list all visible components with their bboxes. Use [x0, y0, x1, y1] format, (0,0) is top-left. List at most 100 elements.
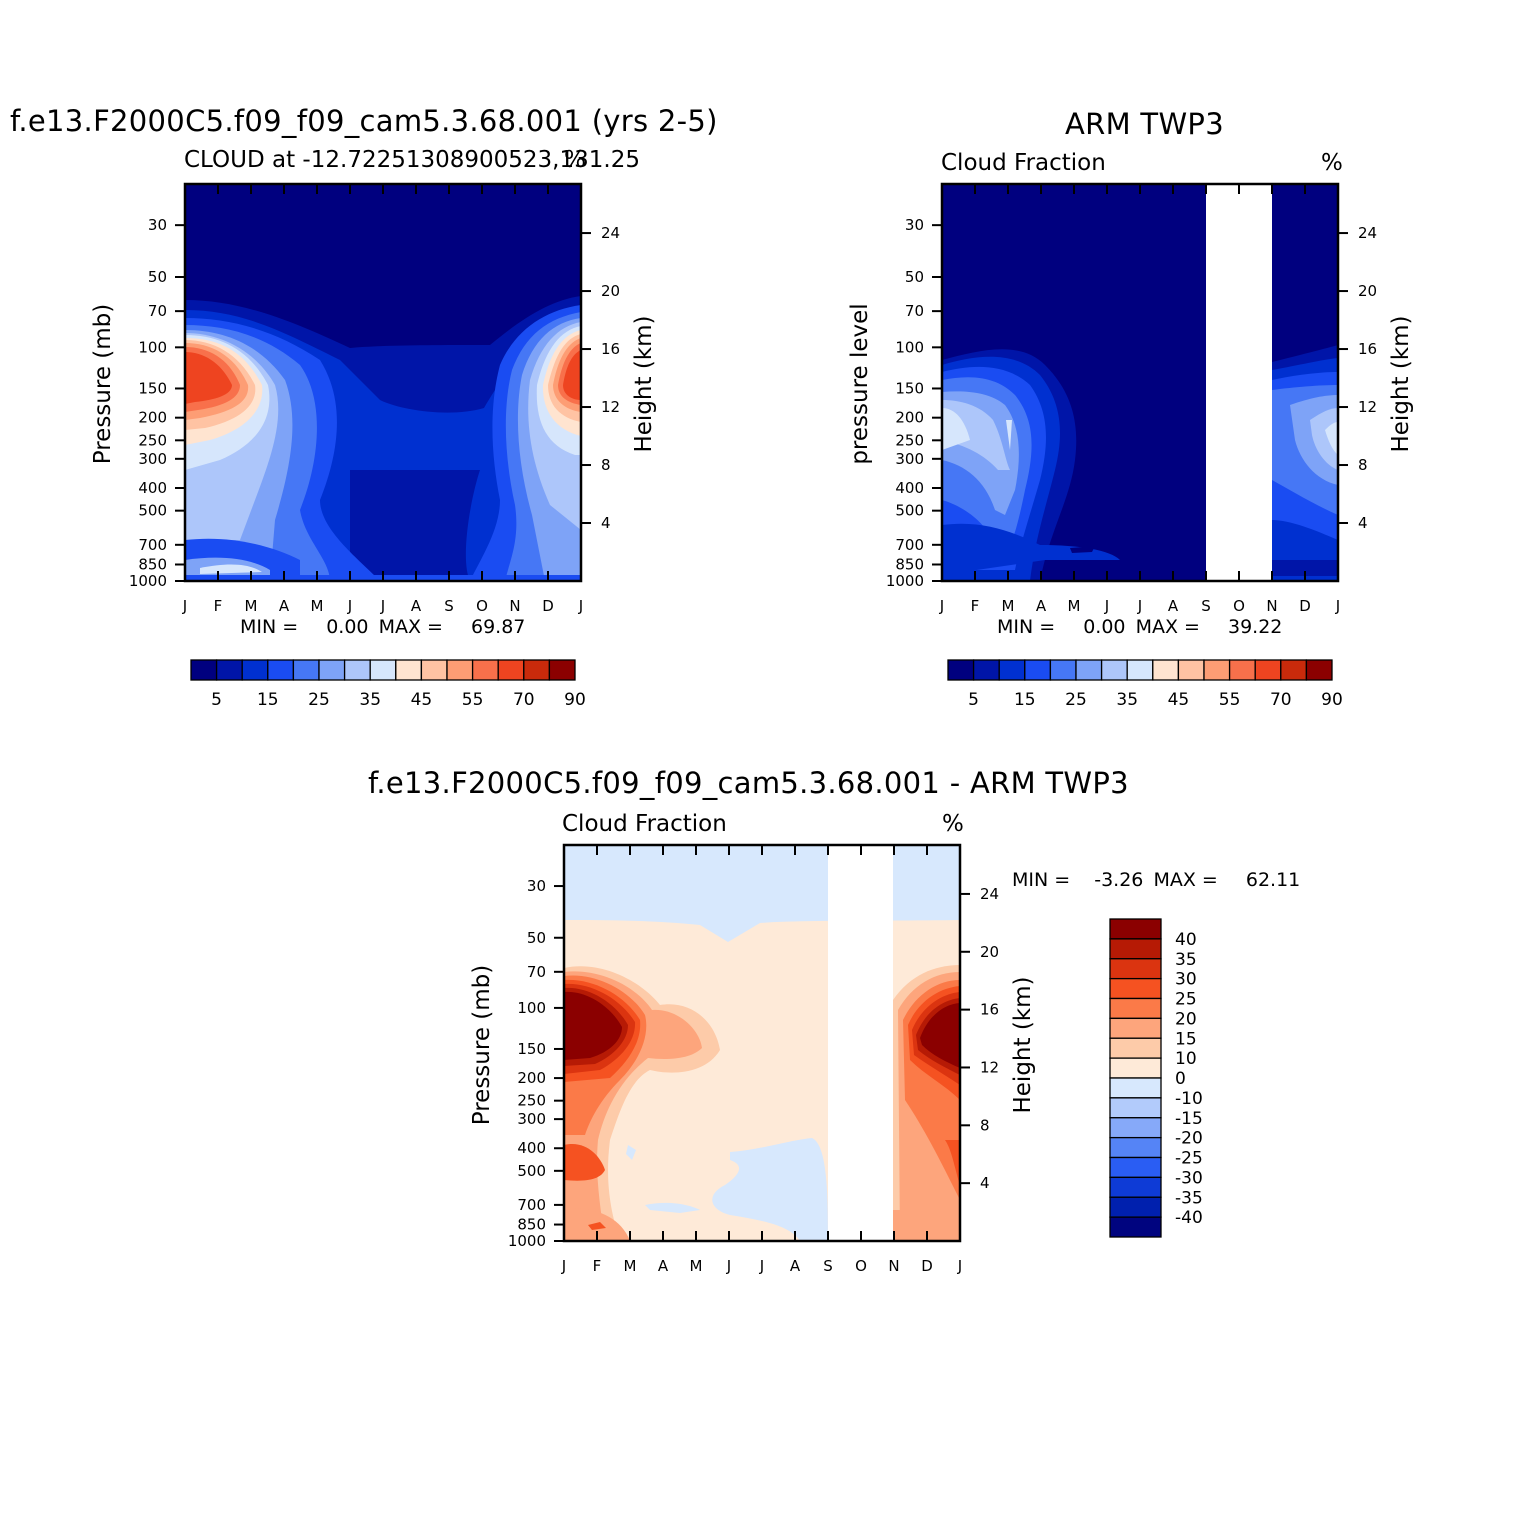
diff-pressure-tick-label: 700	[517, 1196, 546, 1214]
model-colorbar-swatch	[292, 659, 320, 681]
diff-pressure-tick-label: 250	[517, 1092, 546, 1110]
model-pressure-tick-label: 700	[138, 536, 167, 554]
diff-colorbar-label: 15	[1175, 1029, 1197, 1049]
model-min-value: 0.00	[326, 616, 369, 638]
obs-month-label: F	[971, 597, 980, 615]
obs-colorbar-swatch	[1075, 659, 1103, 681]
obs-min-label: MIN =	[997, 616, 1056, 638]
diff-month-label: A	[790, 1257, 801, 1275]
obs-month-label: D	[1299, 597, 1311, 615]
diff-pressure-tick-label: 150	[517, 1040, 546, 1058]
obs-pressure-tick-label: 30	[905, 216, 924, 234]
model-colorbar-swatch	[190, 659, 218, 681]
obs-colorbar-swatch	[947, 659, 975, 681]
model-colorbar-label: 5	[211, 690, 222, 710]
diff-panel-title: f.e13.F2000C5.f09_f09_cam5.3.68.001 - AR…	[368, 766, 1129, 800]
obs-colorbar-label: 90	[1321, 690, 1343, 710]
model-pressure-tick-label: 100	[138, 338, 167, 356]
obs-height-tick-label: 8	[1358, 456, 1368, 474]
obs-colorbar-swatch	[1228, 659, 1256, 681]
diff-colorbar-label: -30	[1175, 1168, 1203, 1188]
diff-colorbar-swatch	[1109, 1057, 1162, 1079]
diff-pressure-tick-label: 50	[527, 929, 546, 947]
model-colorbar-swatch	[343, 659, 371, 681]
model-colorbar-swatch	[215, 659, 243, 681]
obs-colorbar-label: 5	[968, 690, 979, 710]
diff-month-label: A	[658, 1257, 669, 1275]
diff-panel-unit: %	[942, 811, 964, 837]
diff-colorbar-swatch	[1109, 1216, 1162, 1238]
obs-colorbar-swatch	[1049, 659, 1077, 681]
obs-pressure-tick-label: 1000	[886, 572, 924, 590]
model-colorbar-label: 35	[359, 690, 381, 710]
model-month-label: M	[245, 597, 258, 615]
diff-colorbar-label: -40	[1175, 1208, 1203, 1228]
diff-month-label: M	[624, 1257, 637, 1275]
obs-height-tick-label: 4	[1358, 514, 1368, 532]
diff-month-label: J	[759, 1257, 764, 1275]
diff-month-label: J	[726, 1257, 731, 1275]
model-colorbar-label: 55	[462, 690, 484, 710]
diff-pressure-tick-label: 400	[517, 1139, 546, 1157]
model-panel-unit: %	[564, 147, 586, 173]
obs-colorbar-swatch	[1100, 659, 1128, 681]
diff-height-tick-label: 4	[980, 1174, 990, 1192]
model-colorbar-label: 25	[308, 690, 330, 710]
obs-max-value: 39.22	[1228, 616, 1283, 638]
obs-pressure-tick-label: 500	[895, 502, 924, 520]
obs-panel-subtitle: Cloud Fraction	[941, 150, 1106, 176]
obs-month-label: J	[939, 597, 944, 615]
model-panel-subtitle: CLOUD at -12.72251308900523,131.25	[184, 147, 640, 173]
obs-month-label: M	[1002, 597, 1015, 615]
model-colorbar-swatch	[241, 659, 269, 681]
obs-colorbar-label: 45	[1168, 690, 1190, 710]
model-pressure-tick-label: 850	[138, 556, 167, 574]
diff-month-label: M	[690, 1257, 703, 1275]
model-colorbar-swatch	[471, 659, 499, 681]
model-height-tick-label: 12	[601, 398, 620, 416]
model-height-tick-label: 4	[601, 514, 611, 532]
obs-colorbar-swatch	[1152, 659, 1180, 681]
obs-pressure-tick-label: 700	[895, 536, 924, 554]
model-month-label: S	[444, 597, 454, 615]
diff-month-label: J	[957, 1257, 962, 1275]
diff-height-tick-label: 12	[980, 1058, 999, 1076]
model-pressure-tick-label: 150	[138, 379, 167, 397]
obs-height-tick-label: 12	[1358, 398, 1377, 416]
obs-colorbar-swatch	[972, 659, 1000, 681]
obs-month-label: A	[1168, 597, 1179, 615]
diff-colorbar-label: 10	[1175, 1049, 1197, 1069]
diff-month-label: D	[921, 1257, 933, 1275]
diff-pressure-tick-label: 850	[517, 1216, 546, 1234]
obs-stats: MIN = 0.00 MAX = 39.22	[997, 616, 1282, 638]
diff-height-tick-label: 20	[980, 943, 999, 961]
diff-month-label: N	[888, 1257, 899, 1275]
model-month-label: J	[347, 597, 352, 615]
diff-pressure-tick-label: 70	[527, 963, 546, 981]
diff-month-label: O	[855, 1257, 867, 1275]
obs-month-label: N	[1266, 597, 1277, 615]
obs-pressure-tick-label: 100	[895, 338, 924, 356]
diff-colorbar-label: -25	[1175, 1149, 1203, 1169]
model-colorbar-swatch	[523, 659, 551, 681]
model-pressure-tick-label: 70	[148, 302, 167, 320]
diff-colorbar-label: 40	[1175, 930, 1197, 950]
diff-colorbar-label: -20	[1175, 1129, 1203, 1149]
obs-month-label: O	[1233, 597, 1245, 615]
obs-colorbar-label: 55	[1219, 690, 1241, 710]
obs-month-label: S	[1201, 597, 1211, 615]
model-pressure-tick-label: 1000	[129, 572, 167, 590]
obs-colorbar-label: 35	[1116, 690, 1138, 710]
model-month-label: J	[380, 597, 385, 615]
model-month-label: O	[476, 597, 488, 615]
model-colorbar-swatch	[267, 659, 295, 681]
obs-colorbar: 5 15 25 35 45 55 70 90	[947, 659, 1343, 710]
model-height-tick-label: 20	[601, 282, 620, 300]
model-pressure-tick-label: 300	[138, 450, 167, 468]
obs-colorbar-swatch	[1280, 659, 1308, 681]
